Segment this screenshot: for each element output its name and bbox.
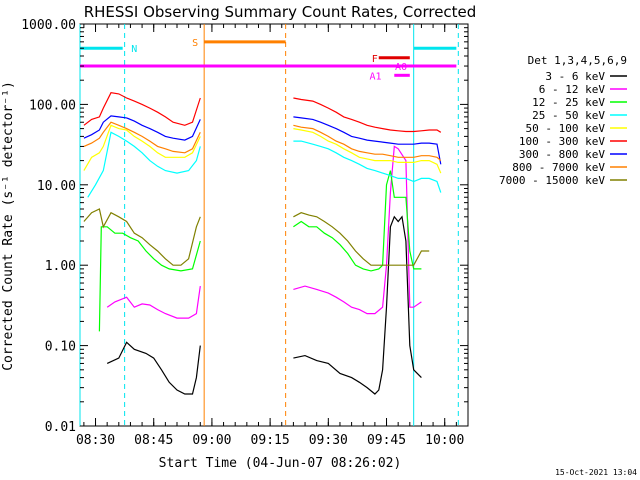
series-line-5-1	[293, 97, 442, 133]
series-line-8-1	[293, 212, 430, 266]
vertical-markers	[79, 24, 459, 426]
legend-label-1: 6 - 12 keV	[539, 83, 606, 96]
series-line-7-0	[83, 121, 201, 154]
series-line-7-1	[293, 124, 442, 162]
x-axis-label: Start Time (04-Jun-07 08:26:02)	[159, 456, 402, 471]
legend-label-8: 7000 - 15000 keV	[499, 174, 605, 187]
series-line-2-0	[98, 226, 201, 332]
series-line-5-0	[83, 92, 201, 126]
x-tick-label-3: 09:15	[251, 433, 290, 448]
chart-title: RHESSI Observing Summary Count Rates, Co…	[84, 3, 477, 21]
legend-label-7: 800 - 7000 keV	[512, 161, 605, 174]
timestamp: 15-Oct-2021 13:04	[555, 468, 637, 477]
series-line-8-0	[83, 208, 201, 266]
series-line-6-0	[83, 115, 201, 141]
legend-label-0: 3 - 6 keV	[545, 70, 605, 83]
series-line-4-0	[83, 124, 201, 171]
state-label-a0: A0	[395, 62, 407, 73]
series-line-3-1	[293, 140, 442, 193]
legend-header: Det 1,3,4,5,6,9	[528, 54, 627, 67]
series-line-1-0	[106, 286, 201, 319]
series-line-0-0	[106, 341, 201, 395]
y-axis: 1000.00 100.00 10.00 1.00 0.10 0.01	[21, 18, 468, 435]
series-lines	[83, 92, 442, 395]
series-line-3-0	[87, 131, 201, 198]
plot-frame	[79, 23, 469, 427]
series-line-0-1	[293, 215, 422, 395]
x-tick-label-0: 08:30	[76, 433, 115, 448]
y-tick-label-3: 1.00	[45, 259, 76, 274]
x-tick-label-6: 10:00	[425, 433, 464, 448]
series-line-6-1	[293, 116, 442, 165]
state-label-a1: A1	[369, 71, 381, 82]
series-line-1-1	[293, 145, 422, 315]
series-line-4-1	[293, 128, 442, 174]
legend-label-3: 25 - 50 keV	[532, 109, 605, 122]
y-tick-label-4: 0.10	[45, 340, 76, 355]
y-tick-label-5: 0.01	[45, 420, 76, 435]
y-axis-label: Corrected Count Rate (s⁻¹ detector⁻¹)	[1, 81, 16, 371]
legend-label-4: 50 - 100 keV	[526, 122, 606, 135]
y-tick-label-2: 10.00	[37, 179, 76, 194]
y-tick-label-1: 100.00	[29, 98, 76, 113]
state-bars: N S F A0 A1	[80, 38, 457, 82]
legend-label-5: 100 - 300 keV	[519, 135, 605, 148]
state-label-s: S	[192, 38, 198, 49]
state-label-n: N	[131, 44, 137, 55]
x-axis: 08:30 08:45 09:00 09:15 09:30 09:45 10:00	[76, 24, 464, 448]
y-tick-label-0: 1000.00	[21, 18, 76, 33]
x-tick-label-1: 08:45	[134, 433, 173, 448]
x-tick-label-2: 09:00	[192, 433, 231, 448]
state-label-f: F	[372, 54, 378, 65]
series-line-2-1	[293, 170, 422, 272]
x-tick-label-5: 09:45	[367, 433, 406, 448]
x-tick-label-4: 09:30	[309, 433, 348, 448]
legend-label-6: 300 - 800 keV	[519, 148, 605, 161]
legend-label-2: 12 - 25 keV	[532, 96, 605, 109]
